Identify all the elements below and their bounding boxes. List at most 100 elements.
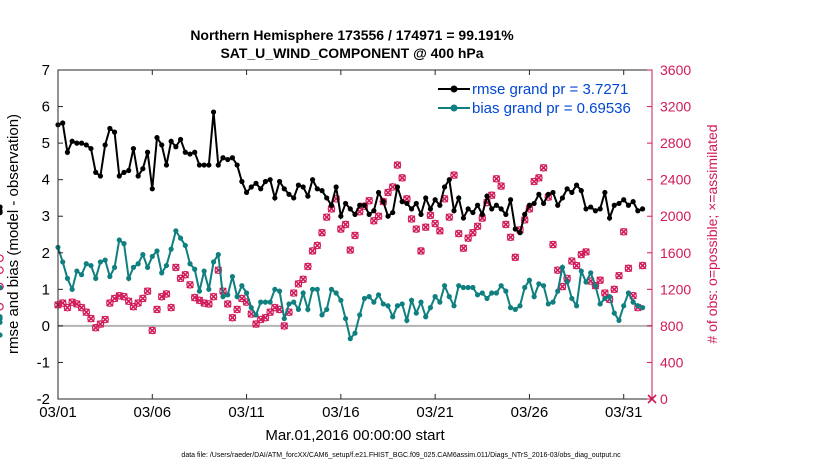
obs-assimilated-marker <box>181 270 190 279</box>
bias-point <box>390 314 396 320</box>
obs-possible-marker <box>530 177 538 186</box>
obs-possible-marker <box>619 227 628 236</box>
bias-point <box>281 315 287 322</box>
obs-possible-marker <box>421 223 430 231</box>
bias-point <box>423 314 429 320</box>
bias-point <box>361 295 368 302</box>
rmse-point <box>0 208 3 214</box>
rmse-point <box>366 211 372 217</box>
obs-assimilated-marker <box>365 196 373 205</box>
chart-title-line1: Northern Hemisphere 173556 / 174971 = 99… <box>190 27 514 43</box>
bias-point <box>0 332 3 338</box>
obs-assimilated-marker <box>68 298 76 306</box>
obs-possible-marker <box>341 220 350 229</box>
rmse-point <box>512 226 518 232</box>
rmse-point <box>97 173 104 179</box>
rmse-point <box>522 211 528 217</box>
bias-point <box>583 279 589 285</box>
rmse-point <box>432 197 438 203</box>
obs-possible-marker <box>82 308 91 316</box>
obs-possible-marker <box>351 231 359 240</box>
bias-point <box>140 252 146 258</box>
bias-point <box>630 299 636 305</box>
rmse-point <box>592 208 599 214</box>
bias-point <box>210 259 217 265</box>
obs-possible-marker <box>610 285 619 294</box>
bias-point <box>64 275 71 281</box>
y-tick-label-right: 400 <box>660 354 684 370</box>
rmse-point <box>408 206 415 212</box>
obs-possible-marker <box>322 213 331 221</box>
y-tick-label-right: 1200 <box>660 281 691 297</box>
bias-point <box>418 299 424 305</box>
rmse-point <box>163 162 170 168</box>
rmse-point <box>347 206 353 212</box>
obs-assimilated-marker <box>162 290 171 298</box>
obs-assimilated-marker <box>143 287 152 295</box>
obs-possible-marker <box>431 219 439 228</box>
rmse-point <box>493 202 500 208</box>
obs-assimilated-marker <box>139 294 147 303</box>
rmse-point <box>248 184 254 190</box>
obs-possible-marker <box>139 294 147 303</box>
rmse-point <box>229 155 236 161</box>
rmse-point <box>300 184 306 190</box>
rmse-point <box>201 162 207 168</box>
rmse-point <box>555 202 561 208</box>
rmse-point <box>569 189 575 196</box>
y-tick-label: -1 <box>37 354 50 371</box>
obs-assimilated-marker <box>228 313 237 322</box>
obs-possible-marker <box>374 212 383 221</box>
obs-possible-marker <box>167 303 175 312</box>
rmse-point <box>135 173 141 179</box>
bias-point <box>427 305 434 311</box>
bias-point <box>206 286 212 292</box>
y-tick-label: 2 <box>42 245 50 262</box>
obs-possible-marker <box>370 216 378 225</box>
rmse-point <box>427 206 434 212</box>
bias-point <box>328 286 335 292</box>
rmse-point <box>111 129 118 135</box>
bias-point <box>286 301 292 307</box>
obs-possible-marker <box>337 225 345 233</box>
obs-possible-marker <box>214 266 223 274</box>
obs-possible-marker <box>450 171 458 179</box>
rmse-point <box>309 177 316 183</box>
rmse-point <box>253 180 259 186</box>
bias-point <box>621 303 627 309</box>
obs-possible-marker <box>572 261 581 270</box>
bias-point <box>559 264 566 270</box>
x-axis: 03/01 03/06 03/11 03/16 03/21 03/26 03/31 <box>39 70 642 421</box>
x-tick-label: 03/26 <box>511 404 549 421</box>
bias-point <box>347 336 353 342</box>
obs-assimilated-marker <box>445 213 454 221</box>
obs-assimilated-marker <box>346 246 355 254</box>
obs-possible-marker <box>549 240 557 249</box>
bias-point <box>545 301 551 307</box>
obs-possible-marker <box>304 262 312 271</box>
bias-point <box>493 290 500 296</box>
y-tick-label-right: 2400 <box>660 172 691 188</box>
y-tick-label-right: 1600 <box>660 245 691 261</box>
obs-assimilated-marker <box>304 262 312 271</box>
bias-point <box>149 253 155 260</box>
obs-possible-marker <box>209 292 218 301</box>
rmse-point <box>187 151 193 157</box>
rmse-point <box>564 186 570 192</box>
rmse-point <box>390 209 396 216</box>
rmse-series <box>0 109 646 236</box>
bias-point <box>267 299 273 305</box>
obs-possible-marker <box>205 300 213 308</box>
obs-possible-marker <box>63 303 72 312</box>
bias-point <box>276 288 283 294</box>
rmse-point <box>460 215 467 221</box>
bias-point <box>503 288 509 294</box>
rmse-point <box>78 140 85 146</box>
bias-point <box>168 246 174 252</box>
data-file-footnote: data file: /Users/raeder/DAI/ATM_forcXX/… <box>181 452 621 459</box>
rmse-point <box>380 199 386 205</box>
rmse-point <box>210 109 217 115</box>
bias-point <box>564 279 570 285</box>
bias-point <box>484 295 490 302</box>
obs-assimilated-marker <box>619 227 628 236</box>
